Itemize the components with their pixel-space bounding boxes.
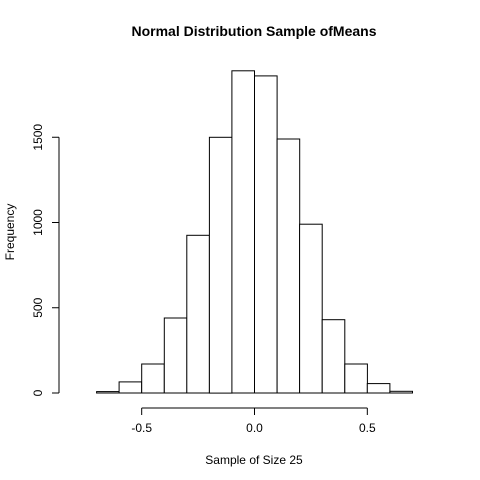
x-tick-label: -0.5 [131,421,152,435]
x-axis-label: Sample of Size 25 [205,453,303,467]
histogram-bars [96,70,413,394]
y-axis-label: Frequency [3,204,17,261]
histogram-bar [208,136,233,394]
chart-title: Normal Distribution Sample ofMeans [131,23,376,39]
histogram-bar [118,381,143,394]
x-tick-label: 0.5 [359,421,376,435]
histogram-bar [321,319,346,394]
histogram-bar [366,383,391,394]
histogram-bar [163,317,188,394]
y-tick-label: 0 [31,389,45,396]
y-axis: 0 500 1000 1500 [31,124,60,396]
y-tick-label: 1500 [31,124,45,151]
y-tick-label: 500 [31,297,45,317]
histogram-bar [141,363,165,394]
x-axis: -0.5 0.0 0.5 [131,407,376,435]
histogram-bar [389,390,413,394]
histogram-bar [254,75,278,394]
histogram-bar [96,391,120,394]
y-tick-label: 1000 [31,209,45,236]
histogram-bar [231,70,255,394]
histogram-bar [276,138,301,394]
histogram-bar [344,363,368,394]
histogram-bar [299,223,323,394]
histogram-bar [186,234,210,394]
x-tick-label: 0.0 [246,421,263,435]
